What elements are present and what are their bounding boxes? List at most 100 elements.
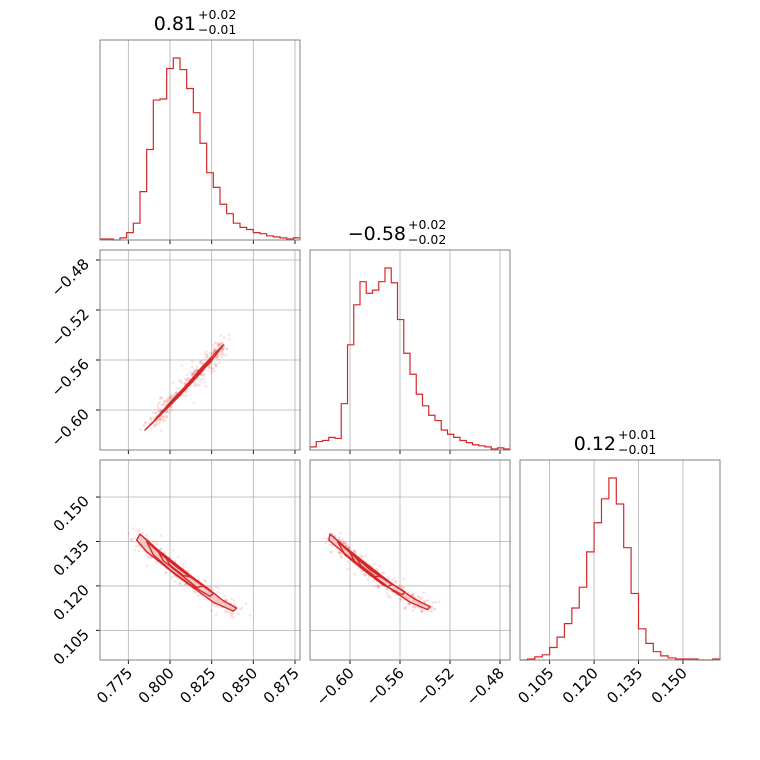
scatter-point — [381, 571, 385, 575]
scatter-point — [152, 417, 156, 420]
y-tick-label-p2-2: 0.135 — [50, 537, 93, 580]
scatter-point — [361, 555, 364, 558]
scatter-point — [165, 571, 168, 574]
scatter-point — [221, 352, 225, 355]
scatter-point — [404, 605, 408, 609]
scatter-point — [194, 369, 197, 372]
scatter-point — [217, 587, 220, 590]
scatter-point — [164, 411, 168, 414]
scatter-point — [239, 607, 243, 611]
scatter-point — [196, 594, 200, 598]
scatter-point — [183, 377, 187, 381]
scatter-point — [214, 585, 218, 589]
panel-2-2 — [519, 459, 721, 664]
scatter-point — [158, 418, 161, 421]
x-tick-label-p2-2: 0.135 — [603, 664, 646, 707]
scatter-point — [219, 334, 223, 337]
scatter-point — [353, 549, 357, 553]
x-tick-label-p0-0: 0.775 — [93, 664, 136, 707]
scatter-point — [172, 394, 176, 397]
scatter-point — [337, 551, 341, 554]
x-tick-label-p2-1: 0.120 — [559, 664, 602, 707]
histogram-2 — [520, 477, 721, 661]
scatter-point — [192, 401, 196, 405]
scatter-point — [232, 616, 235, 619]
scatter-point — [216, 343, 220, 347]
scatter-point — [210, 366, 214, 370]
scatter-point — [420, 609, 424, 613]
scatter-point — [127, 532, 130, 535]
scatter-point — [161, 415, 165, 419]
scatter-point — [322, 536, 326, 540]
scatter-point — [153, 424, 156, 428]
scatter-point — [363, 574, 367, 578]
scatter-point — [157, 407, 161, 411]
scatter-point — [194, 383, 197, 387]
scatter-point — [420, 596, 424, 599]
scatter-point — [161, 419, 165, 423]
scatter-point — [411, 594, 414, 597]
scatter-point — [145, 553, 149, 557]
scatter-point — [192, 371, 195, 374]
scatter-point — [167, 398, 170, 402]
scatter-point — [331, 532, 334, 536]
scatter-point — [413, 606, 417, 609]
scatter-point — [411, 594, 415, 597]
scatter-point — [158, 418, 162, 421]
scatter-point — [217, 361, 221, 365]
scatter-point — [200, 378, 203, 381]
scatter-point — [193, 370, 197, 374]
scatter-layer — [139, 333, 231, 432]
scatter-point — [348, 546, 351, 550]
scatter-point — [209, 351, 213, 355]
scatter-point — [173, 559, 177, 563]
scatter-point — [214, 349, 217, 352]
scatter-point — [401, 585, 405, 589]
scatter-point — [133, 536, 137, 540]
scatter-point — [205, 356, 209, 360]
scatter-point — [168, 395, 172, 399]
scatter-point — [373, 562, 376, 566]
scatter-point — [338, 536, 341, 539]
scatter-point — [180, 381, 184, 385]
scatter-point — [330, 550, 334, 554]
scatter-point — [387, 595, 390, 598]
scatter-point — [388, 594, 391, 597]
scatter-point — [352, 550, 356, 553]
scatter-point — [165, 410, 168, 413]
scatter-point — [214, 613, 218, 617]
panel-0-0 — [99, 39, 301, 244]
scatter-point — [187, 387, 191, 391]
scatter-point — [159, 429, 162, 432]
scatter-point — [408, 603, 411, 606]
scatter-point — [169, 396, 173, 400]
scatter-point — [225, 598, 229, 602]
scatter-point — [212, 348, 216, 351]
scatter-point — [158, 401, 161, 404]
scatter-point — [212, 343, 215, 347]
scatter-point — [216, 354, 220, 357]
scatter-point — [149, 556, 153, 559]
scatter-point — [185, 394, 189, 398]
scatter-point — [385, 592, 389, 595]
scatter-point — [385, 587, 389, 591]
scatter-point — [186, 376, 189, 380]
scatter-point — [433, 608, 437, 611]
title-median: −0.58 — [348, 223, 406, 245]
scatter-point — [162, 402, 165, 406]
scatter-point — [205, 350, 208, 354]
scatter-point — [182, 563, 185, 566]
scatter-point — [353, 573, 357, 576]
scatter-point — [338, 550, 341, 554]
scatter-point — [417, 596, 421, 600]
scatter-point — [227, 333, 231, 337]
scatter-point — [188, 377, 191, 381]
scatter-point — [213, 346, 217, 350]
title-upper: +0.02 — [198, 7, 236, 22]
scatter-point — [174, 392, 178, 396]
scatter-point — [342, 540, 346, 544]
x-tick-label-p0-2: 0.825 — [176, 664, 219, 707]
scatter-point — [195, 368, 199, 372]
scatter-point — [200, 373, 203, 377]
